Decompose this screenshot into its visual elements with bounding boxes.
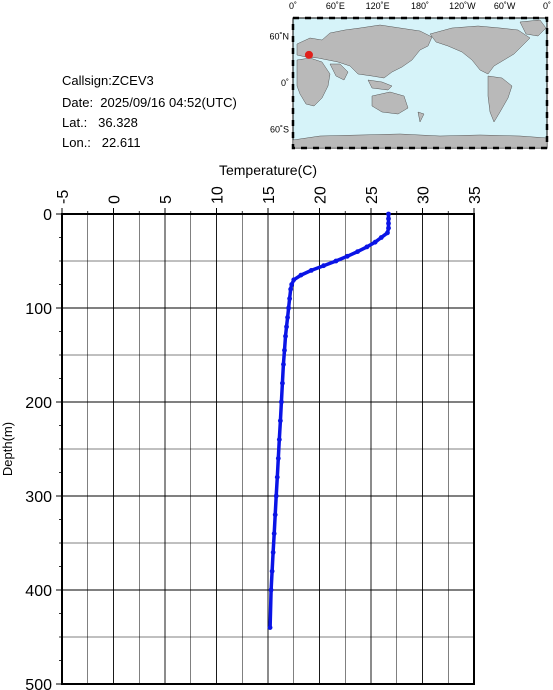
x-axis-ticks: -5 0 5 10 15 20 25 30 35: [55, 186, 484, 214]
data-point: [268, 587, 274, 593]
x-axis-title: Temperature(C): [219, 162, 317, 178]
data-point: [276, 437, 282, 442]
data-point: [355, 249, 361, 255]
data-point: [291, 277, 297, 283]
data-point: [274, 474, 280, 480]
land-north-america: [429, 25, 531, 75]
longitude-text: Lon.: 22.611: [62, 135, 141, 150]
y-tick-label: 100: [25, 301, 52, 318]
data-point: [278, 399, 284, 405]
map-lon-label: 180˚: [411, 1, 429, 11]
map-lon-label: 60˚E: [326, 1, 345, 11]
land-newzealand: [417, 111, 425, 123]
map-lon-label: 0˚: [543, 1, 551, 11]
data-point: [287, 296, 293, 301]
x-tick-label: 10: [210, 186, 227, 204]
data-point: [386, 216, 391, 222]
land-antarctica: [292, 133, 548, 149]
y-axis-ticks: 0 100 200 300 400 500: [25, 207, 62, 690]
data-point: [344, 253, 350, 259]
map-land: [292, 19, 548, 149]
data-point: [386, 225, 391, 231]
data-point: [385, 230, 390, 236]
data-point: [270, 550, 276, 555]
data-point: [282, 347, 287, 353]
land-africa: [296, 57, 331, 107]
land-australia: [371, 91, 409, 115]
data-point: [284, 324, 289, 330]
data-point: [273, 493, 279, 499]
land-india: [329, 63, 349, 81]
map-lon-label: 60˚W: [494, 1, 516, 11]
x-tick-label: 30: [416, 186, 433, 204]
position-marker: [304, 50, 313, 59]
data-point: [267, 625, 273, 630]
data-point: [272, 512, 278, 518]
data-point: [372, 239, 378, 245]
data-point: [271, 531, 277, 536]
x-tick-label: 20: [313, 186, 330, 204]
map-lon-label: 120˚E: [366, 1, 390, 11]
data-point: [298, 272, 304, 278]
data-point: [283, 333, 288, 339]
x-tick-label: 25: [364, 186, 381, 204]
x-tick-label: 15: [261, 186, 278, 204]
y-tick-label: 0: [43, 207, 52, 224]
location-map: 0˚ 60˚E 120˚E 180˚ 120˚W 60˚W 0˚ 60˚N 0˚ 60˚S: [269, 1, 551, 150]
y-tick-label: 400: [25, 583, 52, 600]
data-point: [275, 456, 281, 461]
y-tick-label: 200: [25, 395, 52, 412]
map-lat-label: 60˚S: [270, 125, 289, 135]
data-point: [321, 263, 327, 269]
map-lon-label: 0˚: [289, 1, 297, 11]
data-point: [333, 258, 339, 264]
data-point: [286, 305, 291, 311]
land-eurasia: [296, 24, 433, 79]
y-tick-label: 300: [25, 489, 52, 506]
data-point: [364, 244, 370, 250]
data-point: [269, 568, 275, 574]
map-lat-label: 60˚N: [269, 32, 289, 42]
temperature-points: [267, 211, 391, 630]
y-axis-title: Depth(m): [0, 422, 15, 476]
data-point: [386, 221, 391, 226]
land-sea-islands: [367, 79, 393, 91]
callsign-text: Callsign:ZCEV3: [62, 73, 154, 88]
date-text: Date: 2025/09/16 04:52(UTC): [62, 95, 237, 110]
data-point: [378, 235, 384, 240]
x-tick-label: -5: [55, 190, 72, 204]
data-point: [285, 315, 290, 320]
map-latitude-labels: 60˚N 0˚ 60˚S: [269, 32, 289, 135]
x-tick-label: 5: [158, 195, 175, 204]
map-lon-label: 120˚W: [449, 1, 476, 11]
x-tick-label: 35: [467, 186, 484, 204]
data-point: [288, 286, 294, 292]
latitude-text: Lat.: 36.328: [62, 115, 138, 130]
map-lat-label: 0˚: [281, 78, 289, 88]
map-longitude-labels: 0˚ 60˚E 120˚E 180˚ 120˚W 60˚W 0˚: [289, 1, 551, 11]
data-point: [386, 211, 391, 217]
y-tick-label: 500: [25, 677, 52, 690]
data-point: [281, 362, 286, 367]
data-point: [308, 268, 314, 273]
x-tick-label: 0: [107, 195, 124, 204]
data-point: [289, 282, 295, 287]
data-point: [277, 418, 283, 424]
data-point: [280, 380, 285, 386]
land-greenland: [519, 19, 547, 37]
land-south-america: [487, 75, 513, 123]
